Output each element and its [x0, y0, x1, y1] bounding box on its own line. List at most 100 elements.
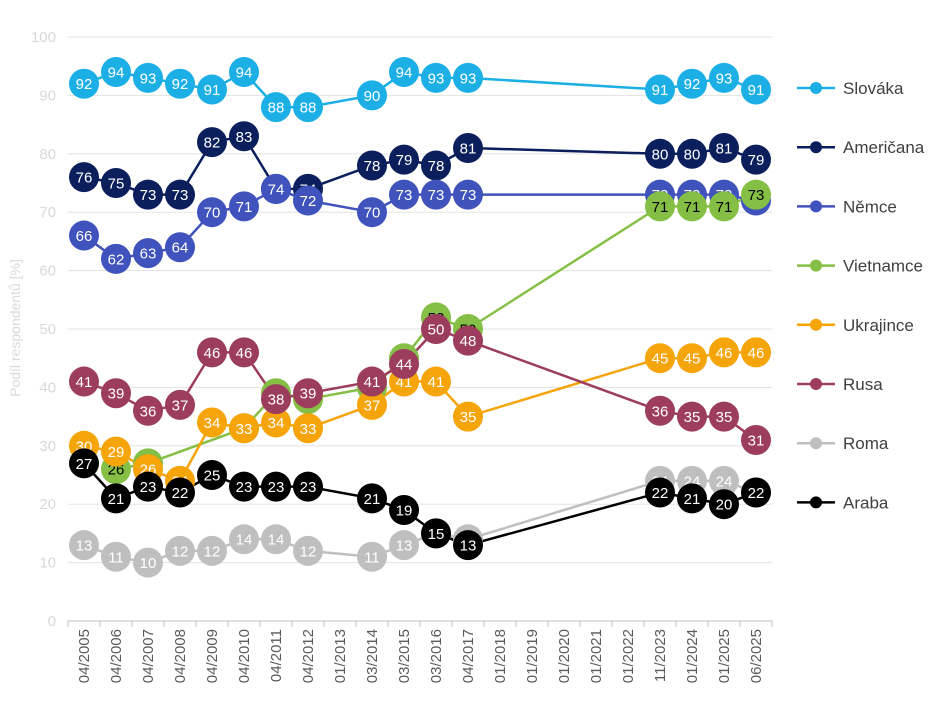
data-point [709, 62, 739, 93]
data-label: 15 [428, 526, 445, 543]
data-point [133, 547, 163, 578]
legend-marker [810, 378, 822, 390]
legend-label: Němce [843, 197, 897, 216]
data-label: 46 [236, 345, 253, 362]
x-tick-label: 03/2015 [396, 629, 413, 683]
x-tick-label: 01/2025 [716, 629, 733, 683]
data-label: 91 [748, 82, 765, 99]
series-line [83, 462, 757, 547]
data-point [261, 471, 291, 502]
data-label: 22 [748, 485, 765, 502]
legend-marker [810, 437, 822, 450]
data-label: 93 [460, 70, 477, 87]
x-tick-label: 04/2010 [236, 629, 253, 683]
data-label: 24 [716, 473, 733, 490]
data-point [229, 121, 259, 152]
data-label: 94 [108, 65, 125, 82]
data-label: 33 [236, 421, 253, 438]
data-label: 12 [204, 543, 221, 560]
data-label: 13 [460, 538, 477, 555]
data-label: 50 [428, 322, 445, 339]
data-label: 27 [76, 456, 93, 473]
data-label: 11 [108, 549, 124, 566]
data-point [101, 57, 131, 88]
data-point [357, 80, 387, 111]
data-label: 34 [268, 415, 285, 432]
data-point [389, 349, 419, 380]
x-tick-label: 06/2025 [748, 629, 765, 683]
data-label: 35 [684, 409, 701, 426]
data-label: 73 [748, 187, 765, 204]
data-point [453, 401, 483, 432]
y-tick-label: 50 [39, 321, 56, 338]
data-point [453, 325, 483, 356]
y-tick-label: 0 [48, 613, 56, 630]
data-label: 62 [108, 251, 125, 268]
data-point [197, 127, 227, 158]
x-tick-label: 01/2022 [620, 629, 637, 683]
data-point [677, 191, 707, 222]
data-point [101, 243, 131, 274]
legend-label: Araba [843, 493, 889, 512]
data-point [261, 407, 291, 438]
legend-label: Ukrajince [843, 316, 914, 335]
data-label: 93 [716, 70, 733, 87]
data-label: 70 [204, 205, 221, 222]
y-tick-label: 100 [31, 29, 56, 46]
data-point [197, 460, 227, 490]
data-point [421, 366, 451, 397]
data-point [741, 144, 771, 175]
data-point [357, 541, 387, 572]
data-label: 71 [652, 199, 669, 216]
data-point [741, 337, 771, 368]
data-label: 91 [652, 82, 669, 99]
data-point [645, 191, 675, 222]
x-tick-label: 04/2005 [76, 629, 93, 683]
data-label: 92 [684, 76, 701, 93]
data-label: 25 [204, 468, 221, 485]
data-point [677, 343, 707, 374]
data-point [741, 74, 771, 105]
data-label: 70 [364, 205, 381, 222]
data-label: 73 [140, 187, 157, 204]
legend: Slováka Američana Němce Vietnamce Ukrajince R… [797, 79, 925, 512]
legend-marker [810, 259, 822, 272]
data-point [645, 74, 675, 105]
data-point [741, 477, 771, 508]
data-label: 23 [140, 479, 157, 496]
data-label: 23 [268, 479, 285, 496]
legend-marker [810, 200, 822, 213]
data-label: 78 [428, 158, 445, 175]
data-point [261, 524, 291, 555]
data-point [293, 185, 323, 216]
y-tick-label: 90 [39, 87, 56, 104]
data-point [293, 471, 323, 502]
data-point [133, 395, 163, 426]
series-line [83, 351, 756, 483]
data-point [101, 541, 131, 572]
data-point [389, 144, 419, 175]
y-tick-label: 40 [39, 379, 56, 396]
data-point [101, 378, 131, 409]
data-point [69, 448, 99, 479]
x-tick-label: 04/2011 [268, 629, 285, 682]
legend-label: Slováka [843, 79, 904, 98]
data-point [229, 191, 259, 222]
data-label: 94 [236, 65, 253, 82]
data-point [69, 366, 99, 397]
data-point [165, 68, 195, 99]
y-axis: 0 10 20 30 40 50 60 70 80 90 100 [31, 29, 56, 630]
data-point [421, 179, 451, 210]
data-point [645, 138, 675, 169]
data-point [101, 168, 131, 198]
data-point [389, 530, 419, 561]
data-point [69, 530, 99, 561]
data-point [165, 179, 195, 210]
data-point [453, 530, 483, 561]
data-label: 21 [108, 491, 125, 508]
data-point [133, 179, 163, 210]
gridlines [68, 36, 772, 622]
data-label: 46 [204, 345, 221, 362]
y-axis-label: Podíl respondentů [%] [7, 259, 23, 397]
